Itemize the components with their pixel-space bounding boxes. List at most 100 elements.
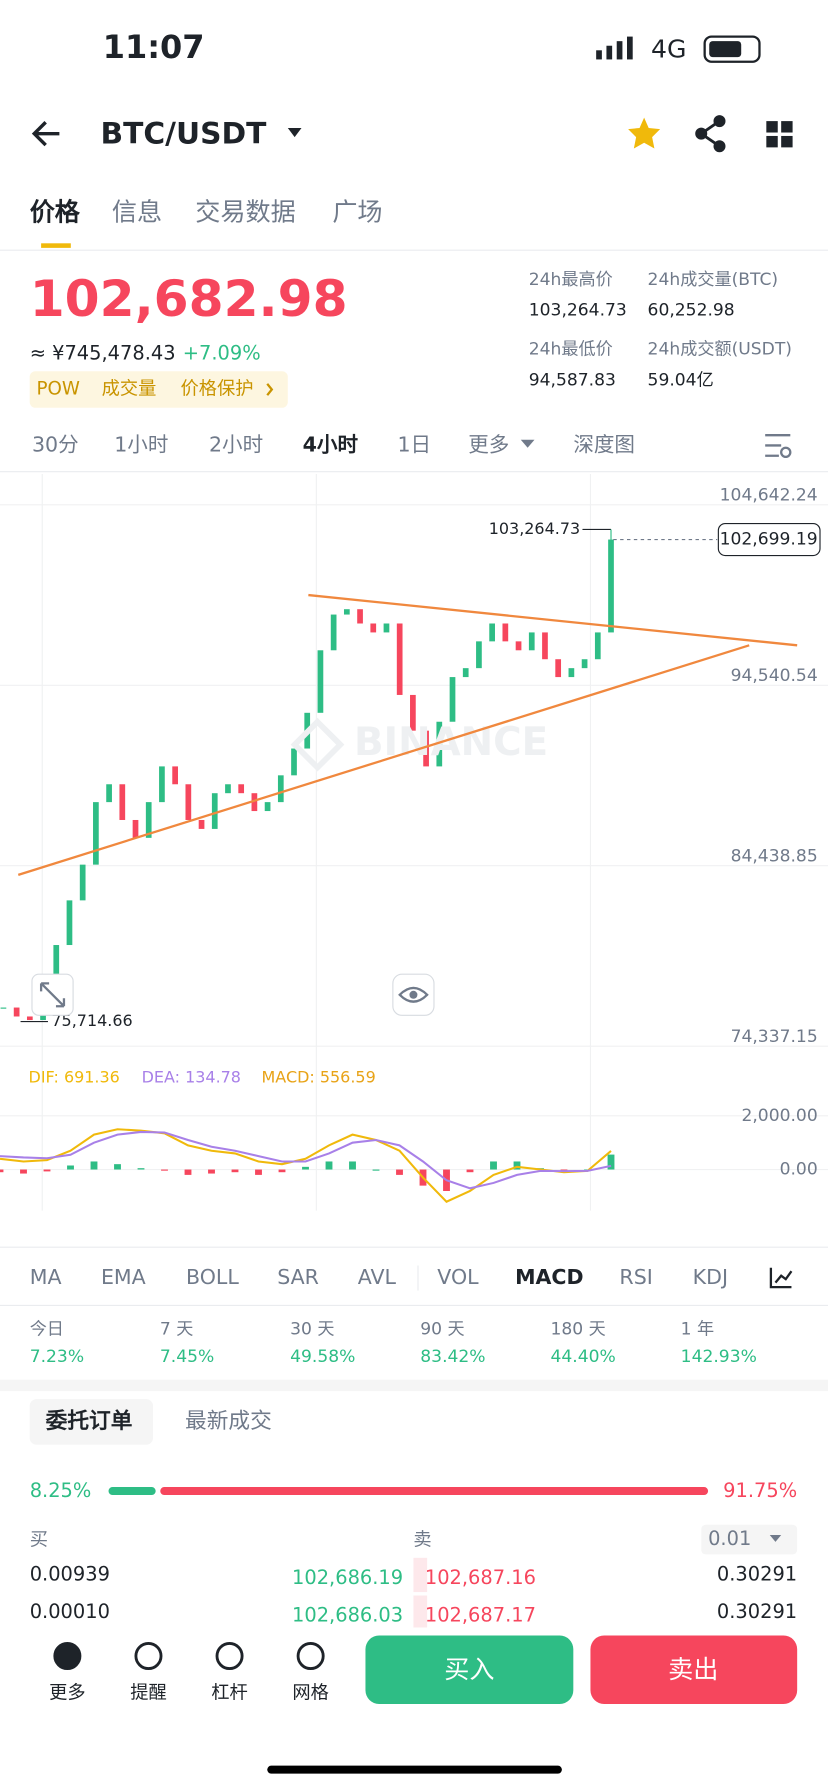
candle <box>502 623 509 642</box>
cny-price: ≈ ¥745,478.43 <box>30 342 176 365</box>
share[interactable] <box>695 115 726 153</box>
more-dropdown[interactable] <box>520 439 535 448</box>
y-tick-label: 2,000.00 <box>741 1106 817 1126</box>
stat-value: 59.04亿 <box>648 370 714 390</box>
action-label[interactable]: 杠杆 <box>211 1683 248 1704</box>
interval[interactable]: 2小时 <box>209 432 263 456</box>
buy-label: 买 <box>30 1530 48 1551</box>
candle <box>172 766 178 785</box>
macd-bar <box>513 1161 521 1170</box>
interval[interactable]: 30分 <box>32 432 79 456</box>
candle <box>238 784 245 794</box>
tab[interactable]: 交易数据 <box>195 198 295 227</box>
signal-icon <box>596 36 633 60</box>
stat-value: 94,587.83 <box>529 370 616 390</box>
macd-bar <box>490 1161 497 1170</box>
sell-button[interactable] <box>590 1635 798 1705</box>
indicator[interactable]: RSI <box>619 1265 652 1289</box>
stat-value: 103,264.73 <box>529 301 627 321</box>
macd-bar <box>67 1165 74 1170</box>
pair[interactable]: BTC/USDT <box>101 116 268 151</box>
expand-icon <box>39 982 66 1008</box>
stat-label: 24h最高价 <box>529 270 613 290</box>
buy-text: 买入 <box>444 1655 494 1684</box>
interval[interactable]: 1日 <box>397 432 431 456</box>
macd-bar <box>20 1169 27 1174</box>
spacer <box>0 1211 828 1247</box>
tab[interactable]: 价格 <box>30 198 81 227</box>
indicator[interactable]: BOLL <box>186 1265 239 1289</box>
candle <box>476 641 482 669</box>
action-icon[interactable] <box>215 1642 244 1671</box>
chart-settings[interactable] <box>765 434 792 459</box>
candle <box>225 784 231 794</box>
macd-bar <box>466 1169 474 1173</box>
action-label[interactable]: 提醒 <box>130 1683 167 1704</box>
action-icon[interactable] <box>53 1642 82 1671</box>
order-tab[interactable]: 最新成交 <box>185 1409 272 1434</box>
macd-bar <box>114 1164 121 1170</box>
layout-button[interactable] <box>766 121 793 148</box>
macd-bar <box>137 1168 145 1170</box>
pair-dropdown[interactable] <box>287 127 302 138</box>
back-button[interactable] <box>31 121 60 147</box>
macd-bar <box>396 1169 403 1175</box>
tab[interactable]: 信息 <box>112 198 162 227</box>
order-tab[interactable]: 委托订单 <box>46 1409 133 1434</box>
period-change: 83.42% <box>420 1347 485 1367</box>
macd-bar <box>90 1161 98 1170</box>
tag[interactable]: 成交量 <box>102 378 157 399</box>
action-label[interactable]: 更多 <box>49 1683 86 1704</box>
candle <box>198 819 205 829</box>
tag[interactable]: POW <box>37 378 80 399</box>
candle <box>581 659 588 669</box>
indicator[interactable]: SAR <box>277 1265 319 1289</box>
last-price-box <box>717 522 821 557</box>
indicator-settings[interactable] <box>769 1267 793 1289</box>
interval[interactable]: 1小时 <box>114 432 168 456</box>
interval[interactable]: 深度图 <box>573 432 635 456</box>
candle <box>291 748 297 776</box>
action-icon[interactable] <box>296 1642 325 1671</box>
candle <box>251 793 258 812</box>
interval[interactable]: 4小时 <box>303 432 359 456</box>
buy-button[interactable] <box>365 1635 574 1705</box>
favorite[interactable] <box>628 117 661 149</box>
indicator[interactable]: MACD <box>515 1265 583 1289</box>
candle <box>528 632 535 651</box>
action-icon[interactable] <box>134 1642 163 1671</box>
network: 4G <box>651 34 686 63</box>
macd-bar <box>161 1169 168 1171</box>
home-indicator <box>267 1765 562 1774</box>
indicator[interactable]: KDJ <box>693 1265 728 1289</box>
tag[interactable]: 价格保护 <box>180 378 253 399</box>
candle <box>317 650 324 713</box>
interval[interactable]: 更多 <box>468 432 509 456</box>
stat-label: 24h成交量(BTC) <box>648 270 779 290</box>
low-label: 75,714.66 <box>51 1011 132 1030</box>
candle <box>594 632 601 660</box>
period: 180 天 <box>550 1319 605 1339</box>
sell-label: 卖 <box>413 1530 431 1551</box>
precision-select[interactable] <box>701 1524 798 1555</box>
tab[interactable]: 广场 <box>332 198 382 227</box>
indicator[interactable]: EMA <box>101 1265 146 1289</box>
watermark-logo <box>290 717 345 772</box>
active-tab-bg <box>29 1399 154 1445</box>
candle <box>0 1007 7 1009</box>
tab-indicator <box>41 243 71 248</box>
macd-bar <box>208 1169 215 1174</box>
candle <box>568 668 575 678</box>
period: 1 年 <box>681 1319 714 1339</box>
indicator[interactable]: MA <box>30 1265 62 1289</box>
candle <box>462 668 469 678</box>
change: +7.09% <box>183 342 261 365</box>
period-change: 142.93% <box>681 1347 757 1367</box>
candle <box>106 784 112 803</box>
candle <box>436 721 443 767</box>
sell-text: 卖出 <box>668 1655 718 1684</box>
indicator[interactable]: AVL <box>358 1265 397 1289</box>
indicator[interactable]: VOL <box>437 1265 479 1289</box>
action-label[interactable]: 网格 <box>292 1683 329 1704</box>
